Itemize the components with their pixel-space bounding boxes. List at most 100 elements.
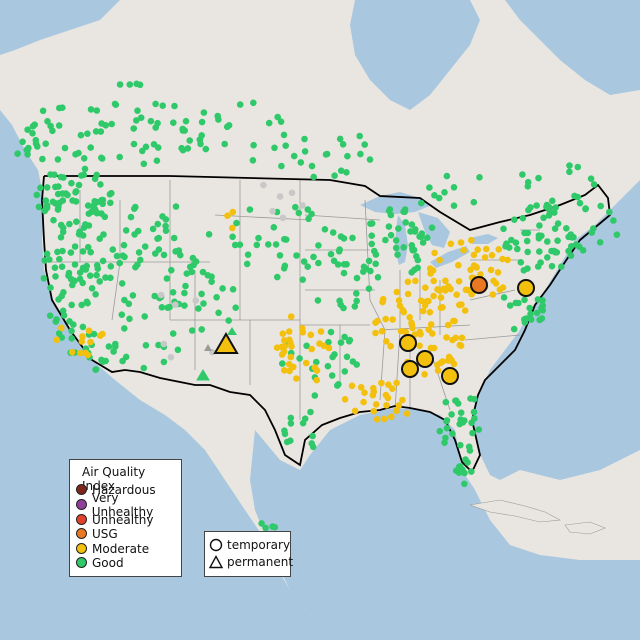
monitor-dot <box>450 202 458 209</box>
monitor-dot <box>271 144 278 152</box>
moderate-temporary-monitor[interactable] <box>441 367 459 385</box>
monitor-dot <box>200 109 208 116</box>
monitor-dot <box>582 205 589 212</box>
legend-label: Moderate <box>92 541 150 556</box>
moderate-temporary-monitor[interactable] <box>517 279 535 297</box>
monitor-dot <box>51 171 58 178</box>
monitor-dot <box>470 251 478 259</box>
monitor-dot <box>93 271 100 279</box>
monitor-dot <box>301 415 309 423</box>
monitor-dot <box>384 394 392 402</box>
monitor-dot <box>506 302 514 309</box>
monitor-dot <box>84 299 91 307</box>
monitor-dot <box>221 140 228 148</box>
moderate-temporary-monitor[interactable] <box>399 334 417 352</box>
monitor-dot <box>481 254 489 261</box>
monitor-dot <box>500 294 508 301</box>
monitor-dot <box>260 181 267 189</box>
monitor-dot <box>300 258 308 265</box>
monitor-dot <box>341 368 349 375</box>
monitor-dot <box>229 233 236 241</box>
monitor-dot <box>305 215 312 223</box>
monitor-dot <box>464 459 471 466</box>
monitor-dot <box>539 302 546 309</box>
monitor-dot <box>385 381 392 389</box>
monitor-dot <box>129 292 137 299</box>
monitor-dot <box>278 162 285 170</box>
monitor-dot <box>67 275 75 283</box>
monitor-dot <box>539 307 547 314</box>
monitor-dot <box>505 244 513 251</box>
monitor-dot <box>152 250 159 257</box>
monitor-dot <box>443 334 450 341</box>
monitor-dot <box>270 224 278 231</box>
monitor-dot <box>430 292 437 300</box>
monitor-dot <box>459 466 466 473</box>
monitor-dot <box>292 203 299 211</box>
monitor-dot <box>395 225 402 232</box>
monitor-dot <box>126 81 134 88</box>
monitor-dot <box>232 304 239 312</box>
monitor-dot <box>43 184 51 191</box>
monitor-dot <box>99 200 106 208</box>
monitor-dot <box>188 327 196 334</box>
monitor-dot <box>368 232 376 239</box>
monitor-dot <box>299 202 306 209</box>
monitor-dot <box>494 269 502 276</box>
monitor-dot <box>131 205 138 212</box>
monitor-dot <box>613 231 621 238</box>
monitor-dot <box>440 285 448 293</box>
monitor-dot <box>168 266 175 274</box>
monitor-dot <box>78 338 86 345</box>
monitor-dot <box>400 308 408 316</box>
moderate-temporary-monitor[interactable] <box>416 350 434 368</box>
monitor-dot <box>54 206 62 213</box>
monitor-dot <box>449 430 456 438</box>
monitor-dot <box>476 174 483 181</box>
monitor-dot <box>299 276 307 284</box>
monitor-dot <box>93 107 101 114</box>
monitor-dot <box>443 424 451 432</box>
legend-item-hazardous: Hazardous <box>76 482 156 497</box>
monitor-dot <box>325 338 332 346</box>
monitor-dot <box>524 183 532 190</box>
legend-item-good: Good <box>76 555 124 570</box>
atlantic-ocean <box>472 180 640 480</box>
monitor-dot <box>421 302 429 309</box>
monitor-dot <box>468 236 475 244</box>
monitor-dot <box>590 225 597 232</box>
monitor-dot <box>52 183 59 191</box>
monitor-dot <box>406 314 414 321</box>
monitor-dot <box>382 236 389 244</box>
monitor-dot <box>396 302 404 310</box>
monitor-dot <box>576 199 584 207</box>
monitor-dot <box>383 338 390 345</box>
monitor-dot <box>474 246 482 253</box>
usg-temporary-monitor[interactable] <box>470 276 488 294</box>
monitor-dot <box>422 284 429 292</box>
monitor-dot <box>111 100 119 108</box>
monitor-dot <box>368 240 376 248</box>
monitor-dot <box>272 241 280 248</box>
monitor-dot <box>510 325 518 333</box>
monitor-dot <box>137 114 145 121</box>
monitor-dot <box>523 237 531 245</box>
monitor-dot <box>262 524 269 532</box>
moderate-permanent-monitor[interactable] <box>213 332 239 354</box>
monitor-dot <box>58 292 65 300</box>
monitor-dot <box>423 234 431 241</box>
moderate-temporary-monitor[interactable] <box>401 360 419 378</box>
monitor-dot <box>102 357 109 365</box>
monitor-dot <box>499 284 507 291</box>
monitor-dot <box>504 256 511 264</box>
monitor-dot <box>265 241 272 248</box>
monitor-dot <box>92 128 100 135</box>
monitor-dot <box>467 266 474 274</box>
monitor-dot <box>154 220 162 228</box>
monitor-dot <box>348 382 356 390</box>
triangle-outline-icon <box>209 555 223 569</box>
monitor-dot <box>525 206 532 214</box>
monitor-dot <box>147 117 155 125</box>
monitor-dot <box>309 432 316 440</box>
monitor-dot <box>469 429 476 437</box>
